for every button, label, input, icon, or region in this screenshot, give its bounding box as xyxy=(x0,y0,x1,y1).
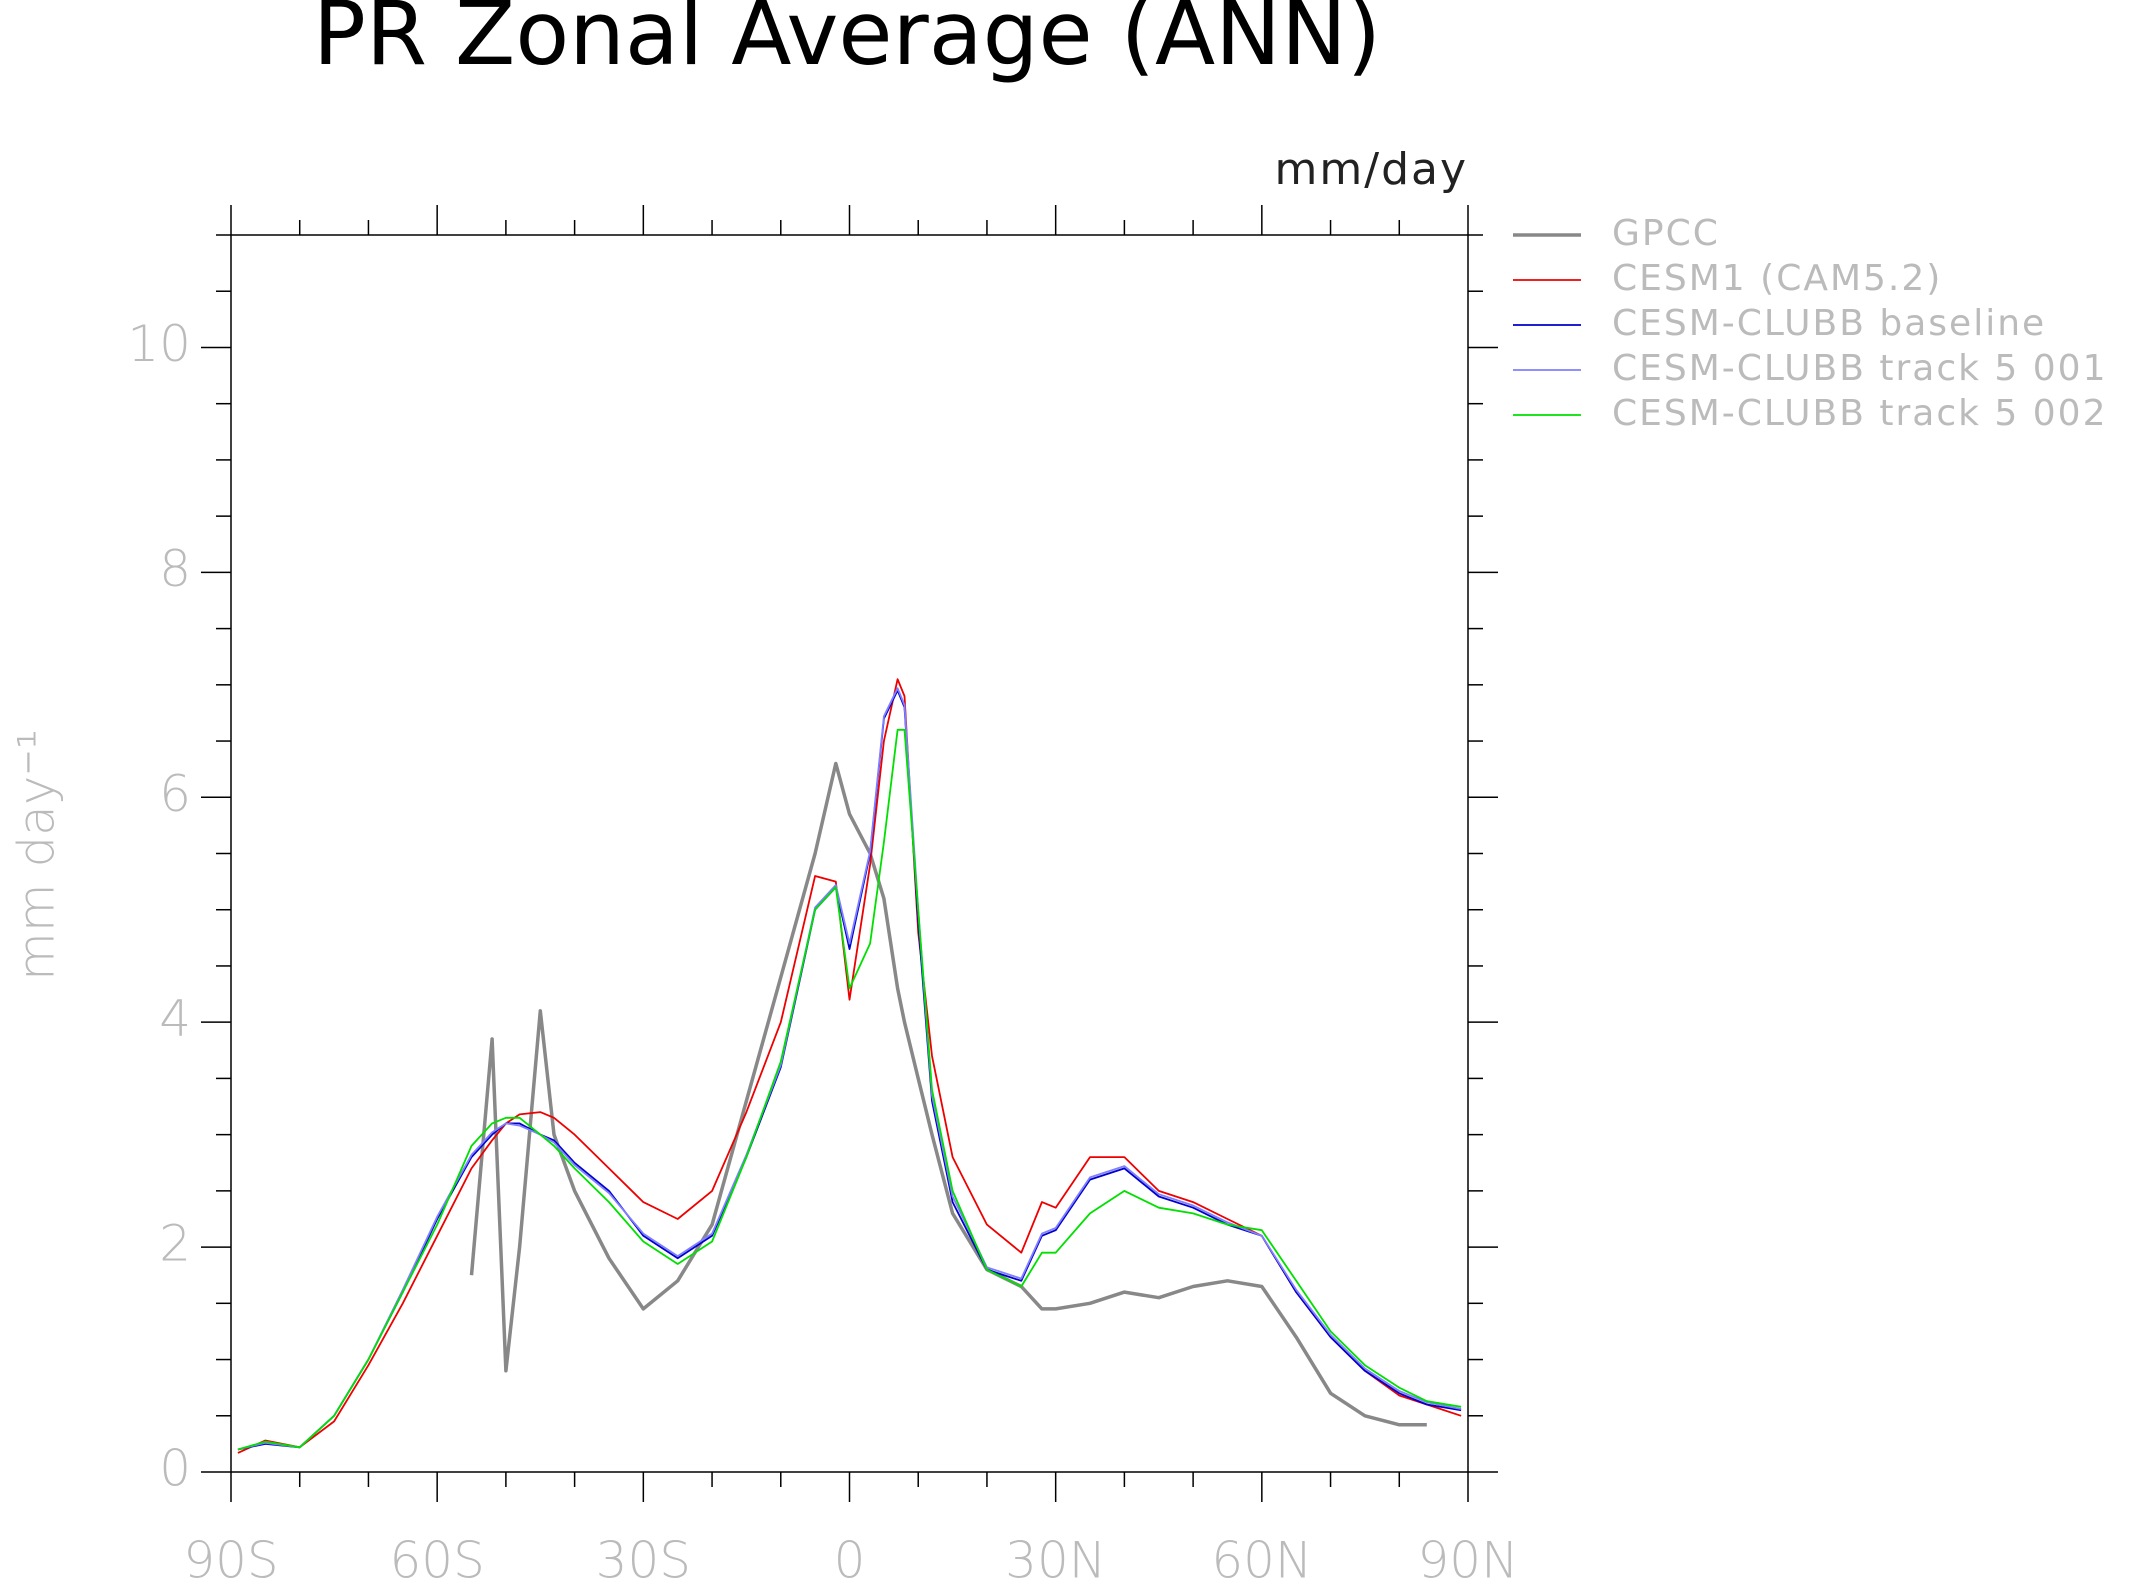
chart-title: PR Zonal Average (ANN) xyxy=(313,0,1381,85)
legend-label: CESM-CLUBB track 5 002 xyxy=(1612,393,2108,434)
y-tick-label: 4 xyxy=(159,990,191,1048)
legend-label: GPCC xyxy=(1612,213,1720,254)
y-tick-label: 0 xyxy=(159,1440,191,1498)
y-tick-label: 10 xyxy=(127,315,191,373)
y-axis-label: mm day⁻¹ xyxy=(8,729,66,981)
unit-label: mm/day xyxy=(1275,144,1468,195)
y-tick-label: 8 xyxy=(159,540,191,598)
legend-label: CESM-CLUBB baseline xyxy=(1612,303,2046,344)
series-line xyxy=(237,689,1462,1451)
x-tick-label: 90S xyxy=(183,1532,278,1585)
x-tick-label: 60S xyxy=(389,1532,484,1585)
y-tick-label: 6 xyxy=(159,765,191,823)
x-tick-label: 30S xyxy=(596,1532,691,1585)
y-tick-label: 2 xyxy=(159,1215,191,1273)
series-line xyxy=(237,728,1462,1451)
plot-frame xyxy=(230,234,1469,1473)
legend-label: CESM-CLUBB track 5 001 xyxy=(1612,348,2108,389)
series-line xyxy=(237,678,1462,1454)
x-tick-label: 0 xyxy=(834,1532,866,1585)
legend-label: CESM1 (CAM5.2) xyxy=(1612,258,1942,299)
series-line xyxy=(237,687,1462,1451)
x-tick-label: 60N xyxy=(1211,1532,1312,1585)
x-tick-label: 90N xyxy=(1417,1532,1518,1585)
x-tick-label: 30N xyxy=(1005,1532,1106,1585)
series-line xyxy=(469,761,1427,1427)
